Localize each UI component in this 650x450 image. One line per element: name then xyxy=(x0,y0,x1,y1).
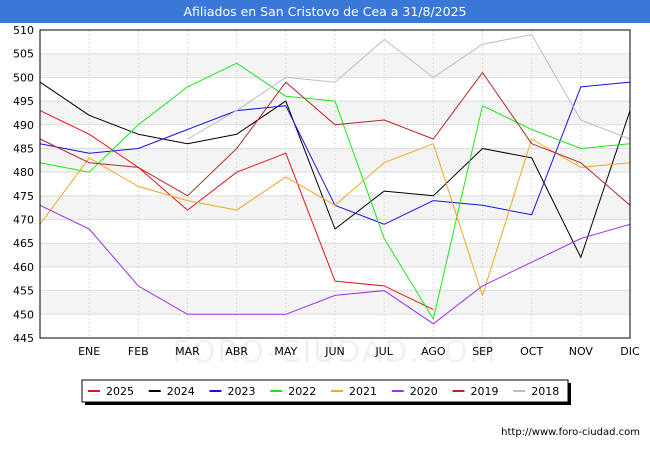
series-line-2021 xyxy=(39,138,631,296)
source-credit: http://www.foro-ciudad.com xyxy=(501,427,640,438)
series-line-2019 xyxy=(39,72,631,206)
y-tick-label: 455 xyxy=(13,285,34,298)
series-line-2020 xyxy=(39,204,631,325)
legend-label-2019: 2019 xyxy=(471,385,499,398)
y-tick-label: 510 xyxy=(13,24,34,37)
y-tick-label: 460 xyxy=(13,261,34,274)
series-lines xyxy=(39,34,631,325)
x-tick-label: ENE xyxy=(78,345,100,358)
plot-band xyxy=(40,53,630,78)
series-2024 xyxy=(39,81,631,258)
legend-label-2022: 2022 xyxy=(288,385,316,398)
plot-band xyxy=(40,77,630,102)
series-line-2022 xyxy=(39,62,631,320)
y-tick-label: 475 xyxy=(13,190,34,203)
watermark-text: FORO-CIUDAD.COM xyxy=(173,335,498,370)
x-tick-label: ABR xyxy=(225,345,248,358)
series-2018 xyxy=(187,34,631,140)
legend: 2025 2024 2023 2022 2021 2020 2019 2018 xyxy=(81,379,571,405)
series-2020 xyxy=(39,204,631,325)
x-tick-label: FEB xyxy=(128,345,149,358)
legend-label-2020: 2020 xyxy=(410,385,438,398)
series-2025 xyxy=(39,110,434,311)
y-tick-label: 450 xyxy=(13,308,34,321)
x-tick-label: JUL xyxy=(374,345,393,358)
plot-frame xyxy=(39,29,631,339)
series-line-2024 xyxy=(39,81,631,258)
x-tick-labels: ENE FEB MAR ABR MAY JUN JUL AGO SEP OCT NOV DIC xyxy=(78,345,640,358)
series-2019 xyxy=(39,72,631,206)
y-tick-label: 470 xyxy=(13,214,34,227)
x-tick-label: SEP xyxy=(472,345,493,358)
series-2021 xyxy=(39,138,631,296)
legend-label-2021: 2021 xyxy=(349,385,377,398)
series-line-2025 xyxy=(39,110,434,311)
legend-label-2018: 2018 xyxy=(531,385,559,398)
x-tick-label: NOV xyxy=(569,345,594,358)
y-tick-label: 505 xyxy=(13,48,34,61)
y-tick-label: 485 xyxy=(13,142,34,155)
legend-label-2024: 2024 xyxy=(167,385,195,398)
x-tick-label: MAY xyxy=(274,345,297,358)
y-tick-label: 480 xyxy=(13,166,34,179)
legend-label-2023: 2023 xyxy=(228,385,256,398)
chart-title: Afiliados en San Cristovo de Cea a 31/8/… xyxy=(0,0,650,23)
x-tick-label: OCT xyxy=(520,345,543,358)
y-tick-label: 465 xyxy=(13,237,34,250)
x-tick-label: MAR xyxy=(175,345,200,358)
y-tick-label: 490 xyxy=(13,119,34,132)
series-2022 xyxy=(39,62,631,320)
y-tick-label: 445 xyxy=(13,332,34,345)
legend-box xyxy=(81,379,569,403)
x-tick-label: JUN xyxy=(324,345,345,358)
series-line-2018 xyxy=(187,34,631,140)
x-tick-label: AGO xyxy=(421,345,446,358)
y-tick-label: 495 xyxy=(13,95,34,108)
x-tick-label: DIC xyxy=(620,345,640,358)
y-tick-label: 500 xyxy=(13,71,34,84)
y-tick-labels: 445 450 455 460 465 470 475 480 485 490 495 500 505 5… xyxy=(13,24,34,345)
legend-label-2025: 2025 xyxy=(106,385,134,398)
plot-band xyxy=(40,101,630,125)
axes xyxy=(39,29,631,339)
